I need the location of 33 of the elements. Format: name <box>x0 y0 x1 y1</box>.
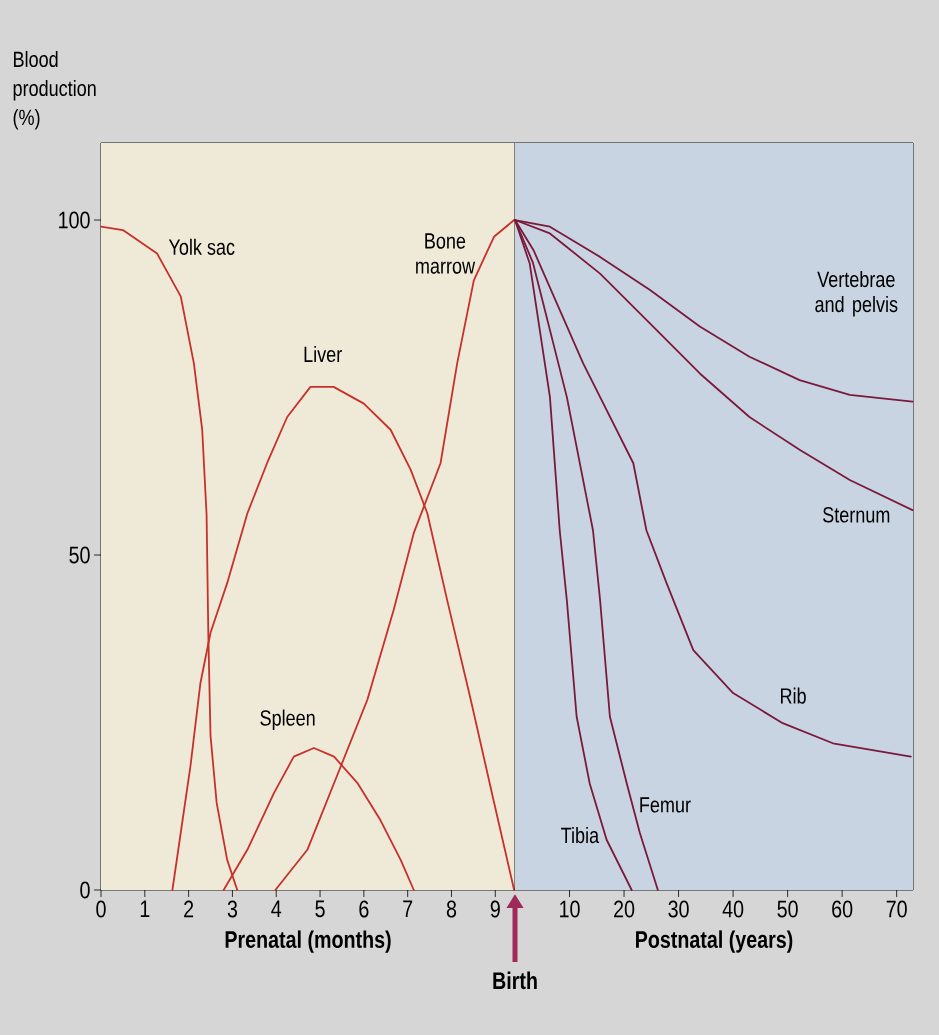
x-tick-label: 50 <box>777 900 798 918</box>
text: Birth <box>493 971 537 990</box>
series-label: Sternum <box>823 507 890 523</box>
x-tick-label: 20 <box>614 900 635 918</box>
series-label: Yolk sac <box>168 238 235 255</box>
y-tick-label: 50 <box>69 546 90 564</box>
series-label: Femur <box>640 797 691 813</box>
x-tick-label: 0 <box>96 900 106 918</box>
x-tick-label: 2 <box>184 900 194 918</box>
x-axis-title: Postnatal (years) <box>636 930 793 953</box>
y-tick-label: 100 <box>59 211 90 229</box>
series-label: Liver <box>304 345 342 363</box>
x-axis-title: Prenatal (months) <box>225 930 391 953</box>
y-axis-title: Blood production (%) <box>13 50 96 130</box>
x-tick-label: 8 <box>446 900 457 918</box>
x-tick-label: 3 <box>227 900 238 918</box>
x-tick-label: 6 <box>359 900 369 918</box>
x-tick-label: 4 <box>271 900 282 918</box>
series-label: Tibia <box>561 826 600 844</box>
x-tick-label: 40 <box>722 900 744 918</box>
x-tick-label: 10 <box>560 900 580 918</box>
x-tick-label: 7 <box>403 900 413 918</box>
x-tick-label: 9 <box>490 900 500 918</box>
series-label: Spleen <box>260 709 315 731</box>
x-tick-label: 1 <box>140 900 150 918</box>
x-tick-label: 70 <box>886 900 907 918</box>
x-tick-label: 30 <box>668 900 689 918</box>
series-label: Rib <box>781 687 806 704</box>
x-tick-label: 5 <box>315 900 325 918</box>
y-tick-label: 0 <box>80 881 90 899</box>
x-tick-label: 60 <box>832 900 853 918</box>
series-label: Bone marrow <box>416 233 476 274</box>
text: Vertebrae and pelvis <box>815 270 898 317</box>
